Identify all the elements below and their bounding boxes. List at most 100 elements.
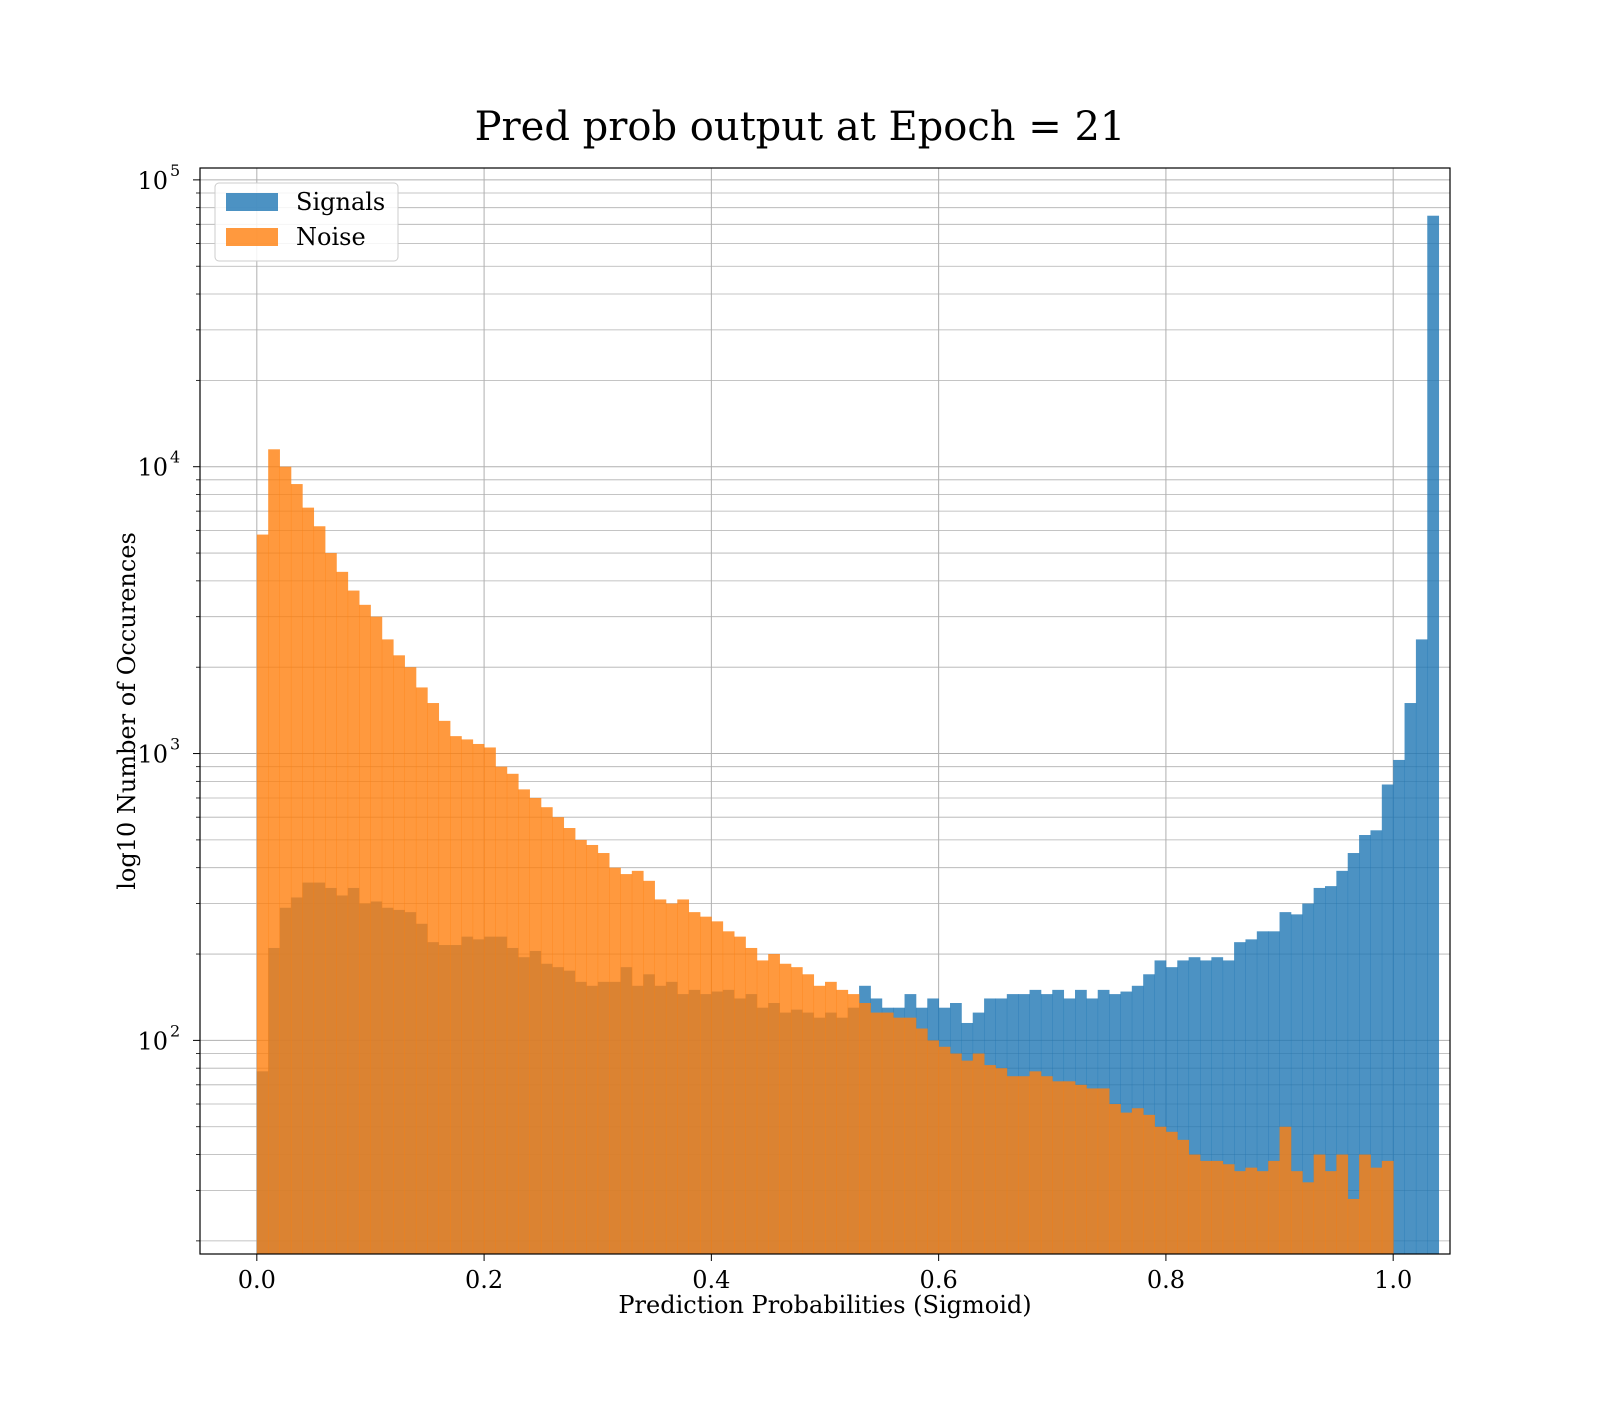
bar-noise-51 [836,989,849,1254]
bar-noise-81 [1177,1139,1190,1254]
y-tick-label: 10 [137,1027,168,1055]
bar-noise-78 [1143,1114,1155,1254]
bar-noise-22 [506,773,519,1254]
bar-noise-9 [359,604,371,1254]
bar-noise-8 [347,590,360,1254]
bar-noise-79 [1154,1126,1167,1254]
bar-noise-38 [688,912,701,1254]
bar-noise-44 [756,960,769,1254]
bar-noise-84 [1211,1160,1224,1254]
bar-noise-29 [586,844,599,1254]
y-axis-label: log10 Number of Occurences [113,532,141,890]
bar-noise-46 [779,963,792,1254]
bar-signals-101 [1404,703,1417,1254]
y-tick-label: 10 [137,454,168,482]
bar-noise-12 [393,655,405,1254]
noise-bars [256,449,1394,1255]
bar-signals-86 [1234,942,1246,1254]
bar-noise-23 [518,789,530,1254]
bar-noise-90 [1279,1126,1292,1254]
x-axis-ticks: 0.0 0.2 0.4 0.6 0.8 1.0 [238,1254,1412,1294]
bar-noise-93 [1313,1154,1326,1254]
y-tick-exponent: 5 [170,161,180,180]
x-tick-label: 0.0 [238,1266,276,1294]
bar-noise-35 [654,899,667,1254]
bar-signals-97 [1359,835,1371,1254]
bar-signals-96 [1347,853,1360,1254]
bar-noise-69 [1040,1076,1053,1254]
bar-noise-58 [915,1028,928,1254]
bar-noise-13 [404,667,417,1254]
y-tick-exponent: 4 [170,448,180,467]
bar-noise-83 [1200,1160,1212,1254]
chart-title: Pred prob output at Epoch = 21 [475,104,1126,150]
bar-noise-45 [768,954,780,1254]
bar-noise-4 [302,507,315,1255]
bar-noise-85 [1222,1164,1235,1254]
y-tick-exponent: 2 [170,1021,180,1040]
bar-noise-6 [325,553,337,1254]
bar-noise-48 [802,974,815,1254]
bar-noise-96 [1347,1198,1360,1254]
y-tick-label: 10 [137,167,168,195]
bar-noise-30 [597,853,610,1254]
bar-noise-0 [256,534,269,1254]
x-tick-label: 0.6 [920,1266,958,1294]
bar-noise-27 [563,828,576,1254]
bar-noise-80 [1165,1131,1178,1254]
bar-noise-68 [1029,1071,1042,1254]
bar-noise-11 [381,639,394,1254]
bar-noise-55 [881,1012,894,1254]
bar-noise-59 [927,1040,940,1254]
bar-noise-70 [1052,1081,1065,1254]
bar-signals-79 [1154,960,1167,1254]
y-tick-label: 10 [137,741,168,769]
bar-noise-91 [1290,1171,1303,1254]
bar-signals-94 [1325,886,1337,1254]
bar-noise-65 [995,1068,1008,1254]
bar-noise-25 [540,807,553,1254]
bar-signals-87 [1245,939,1258,1254]
bar-signals-81 [1177,960,1190,1254]
bar-noise-75 [1109,1104,1121,1254]
bar-signals-82 [1188,957,1201,1254]
bar-signals-95 [1336,870,1349,1254]
bar-noise-99 [1381,1160,1394,1254]
bar-noise-94 [1325,1171,1337,1254]
bar-noise-67 [1018,1076,1030,1254]
bar-noise-95 [1336,1154,1349,1254]
bar-signals-99 [1381,784,1394,1254]
bar-signals-80 [1165,967,1178,1254]
bar-signals-103 [1427,215,1440,1254]
bar-signals-84 [1211,957,1224,1254]
y-tick-exponent: 3 [170,735,180,754]
bar-noise-2 [279,466,292,1254]
bar-signals-85 [1222,960,1235,1254]
x-axis-label: Prediction Probabilities (Sigmoid) [618,1291,1031,1319]
bar-noise-74 [1097,1088,1110,1254]
bar-noise-42 [734,936,746,1254]
x-tick-label: 0.2 [465,1266,503,1294]
bar-noise-24 [529,797,542,1254]
bar-noise-56 [893,1017,905,1254]
bar-noise-43 [745,947,758,1254]
bar-noise-61 [950,1053,962,1254]
bar-noise-5 [313,526,326,1254]
bar-noise-21 [495,766,508,1254]
bar-noise-7 [336,571,349,1254]
bar-noise-89 [1268,1160,1280,1254]
bar-signals-88 [1256,931,1269,1254]
legend-label-noise: Noise [296,223,366,251]
bar-noise-31 [609,867,621,1254]
bar-noise-62 [961,1060,974,1254]
bar-noise-77 [1131,1108,1144,1254]
bar-noise-98 [1370,1167,1383,1254]
bar-noise-86 [1234,1171,1246,1254]
bar-noise-87 [1245,1167,1258,1254]
bar-noise-47 [790,967,803,1254]
bar-signals-83 [1200,960,1212,1254]
bar-noise-18 [461,739,474,1254]
bar-noise-33 [631,870,644,1254]
